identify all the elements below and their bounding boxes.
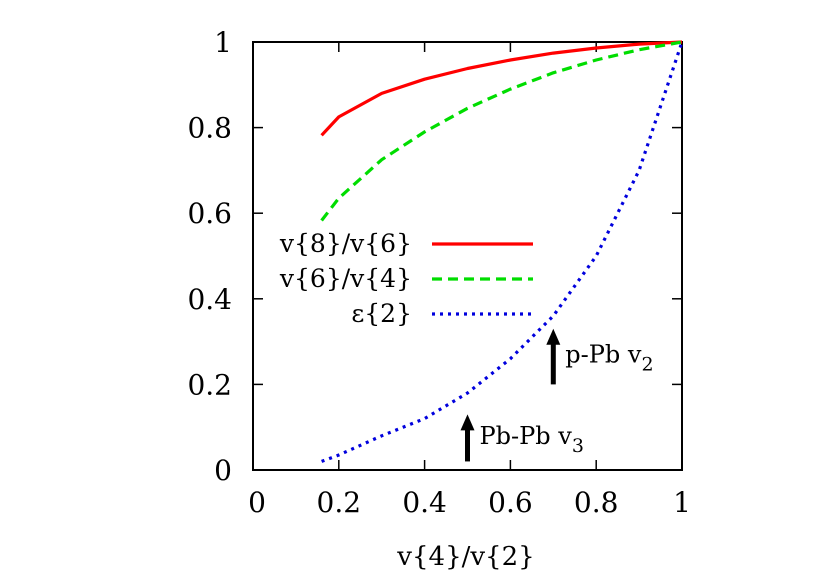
annotation-arrow-head [546, 328, 561, 345]
series-line [320, 40, 683, 137]
x-axis-label: v{4}/v{2} [396, 542, 534, 572]
annotation-label: Pb-Pb v3 [480, 422, 584, 457]
tick-group: 0 0.2 0.4 0.6 0.8 1 0 0.2 0.4 0.6 0.8 1 [187, 26, 690, 519]
x-tick-label: 0.2 [317, 486, 362, 519]
plot-frame [252, 41, 683, 471]
y-tick-label: 0.2 [187, 368, 232, 401]
y-tick-label: 0 [214, 454, 232, 487]
series-line [321, 41, 684, 463]
series-line [320, 40, 683, 222]
annotation-label: p-Pb v2 [565, 341, 653, 376]
x-tick-label: 0.6 [488, 486, 533, 519]
series-group [320, 40, 684, 463]
y-tick-label: 0.6 [187, 197, 232, 230]
plot-frame-group [252, 41, 683, 471]
x-tick-label: 1 [673, 486, 691, 519]
annotation-group: p-Pb v2 Pb-Pb v3 [460, 328, 654, 462]
legend-label: v{8}/v{6} [279, 229, 412, 258]
legend-label: v{6}/v{4} [279, 264, 412, 293]
y-tick-label: 1 [214, 26, 232, 59]
y-tick-label: 0.4 [187, 283, 232, 316]
legend: v{8}/v{6} v{6}/v{4} ε{2} [279, 229, 533, 328]
legend-label: ε{2} [351, 299, 412, 328]
x-tick-label: 0.4 [402, 486, 447, 519]
x-tick-label: 0 [248, 486, 266, 519]
y-tick-label: 0.8 [187, 112, 232, 145]
x-tick-label: 0.8 [574, 486, 619, 519]
annotation-arrow-head [460, 414, 475, 431]
